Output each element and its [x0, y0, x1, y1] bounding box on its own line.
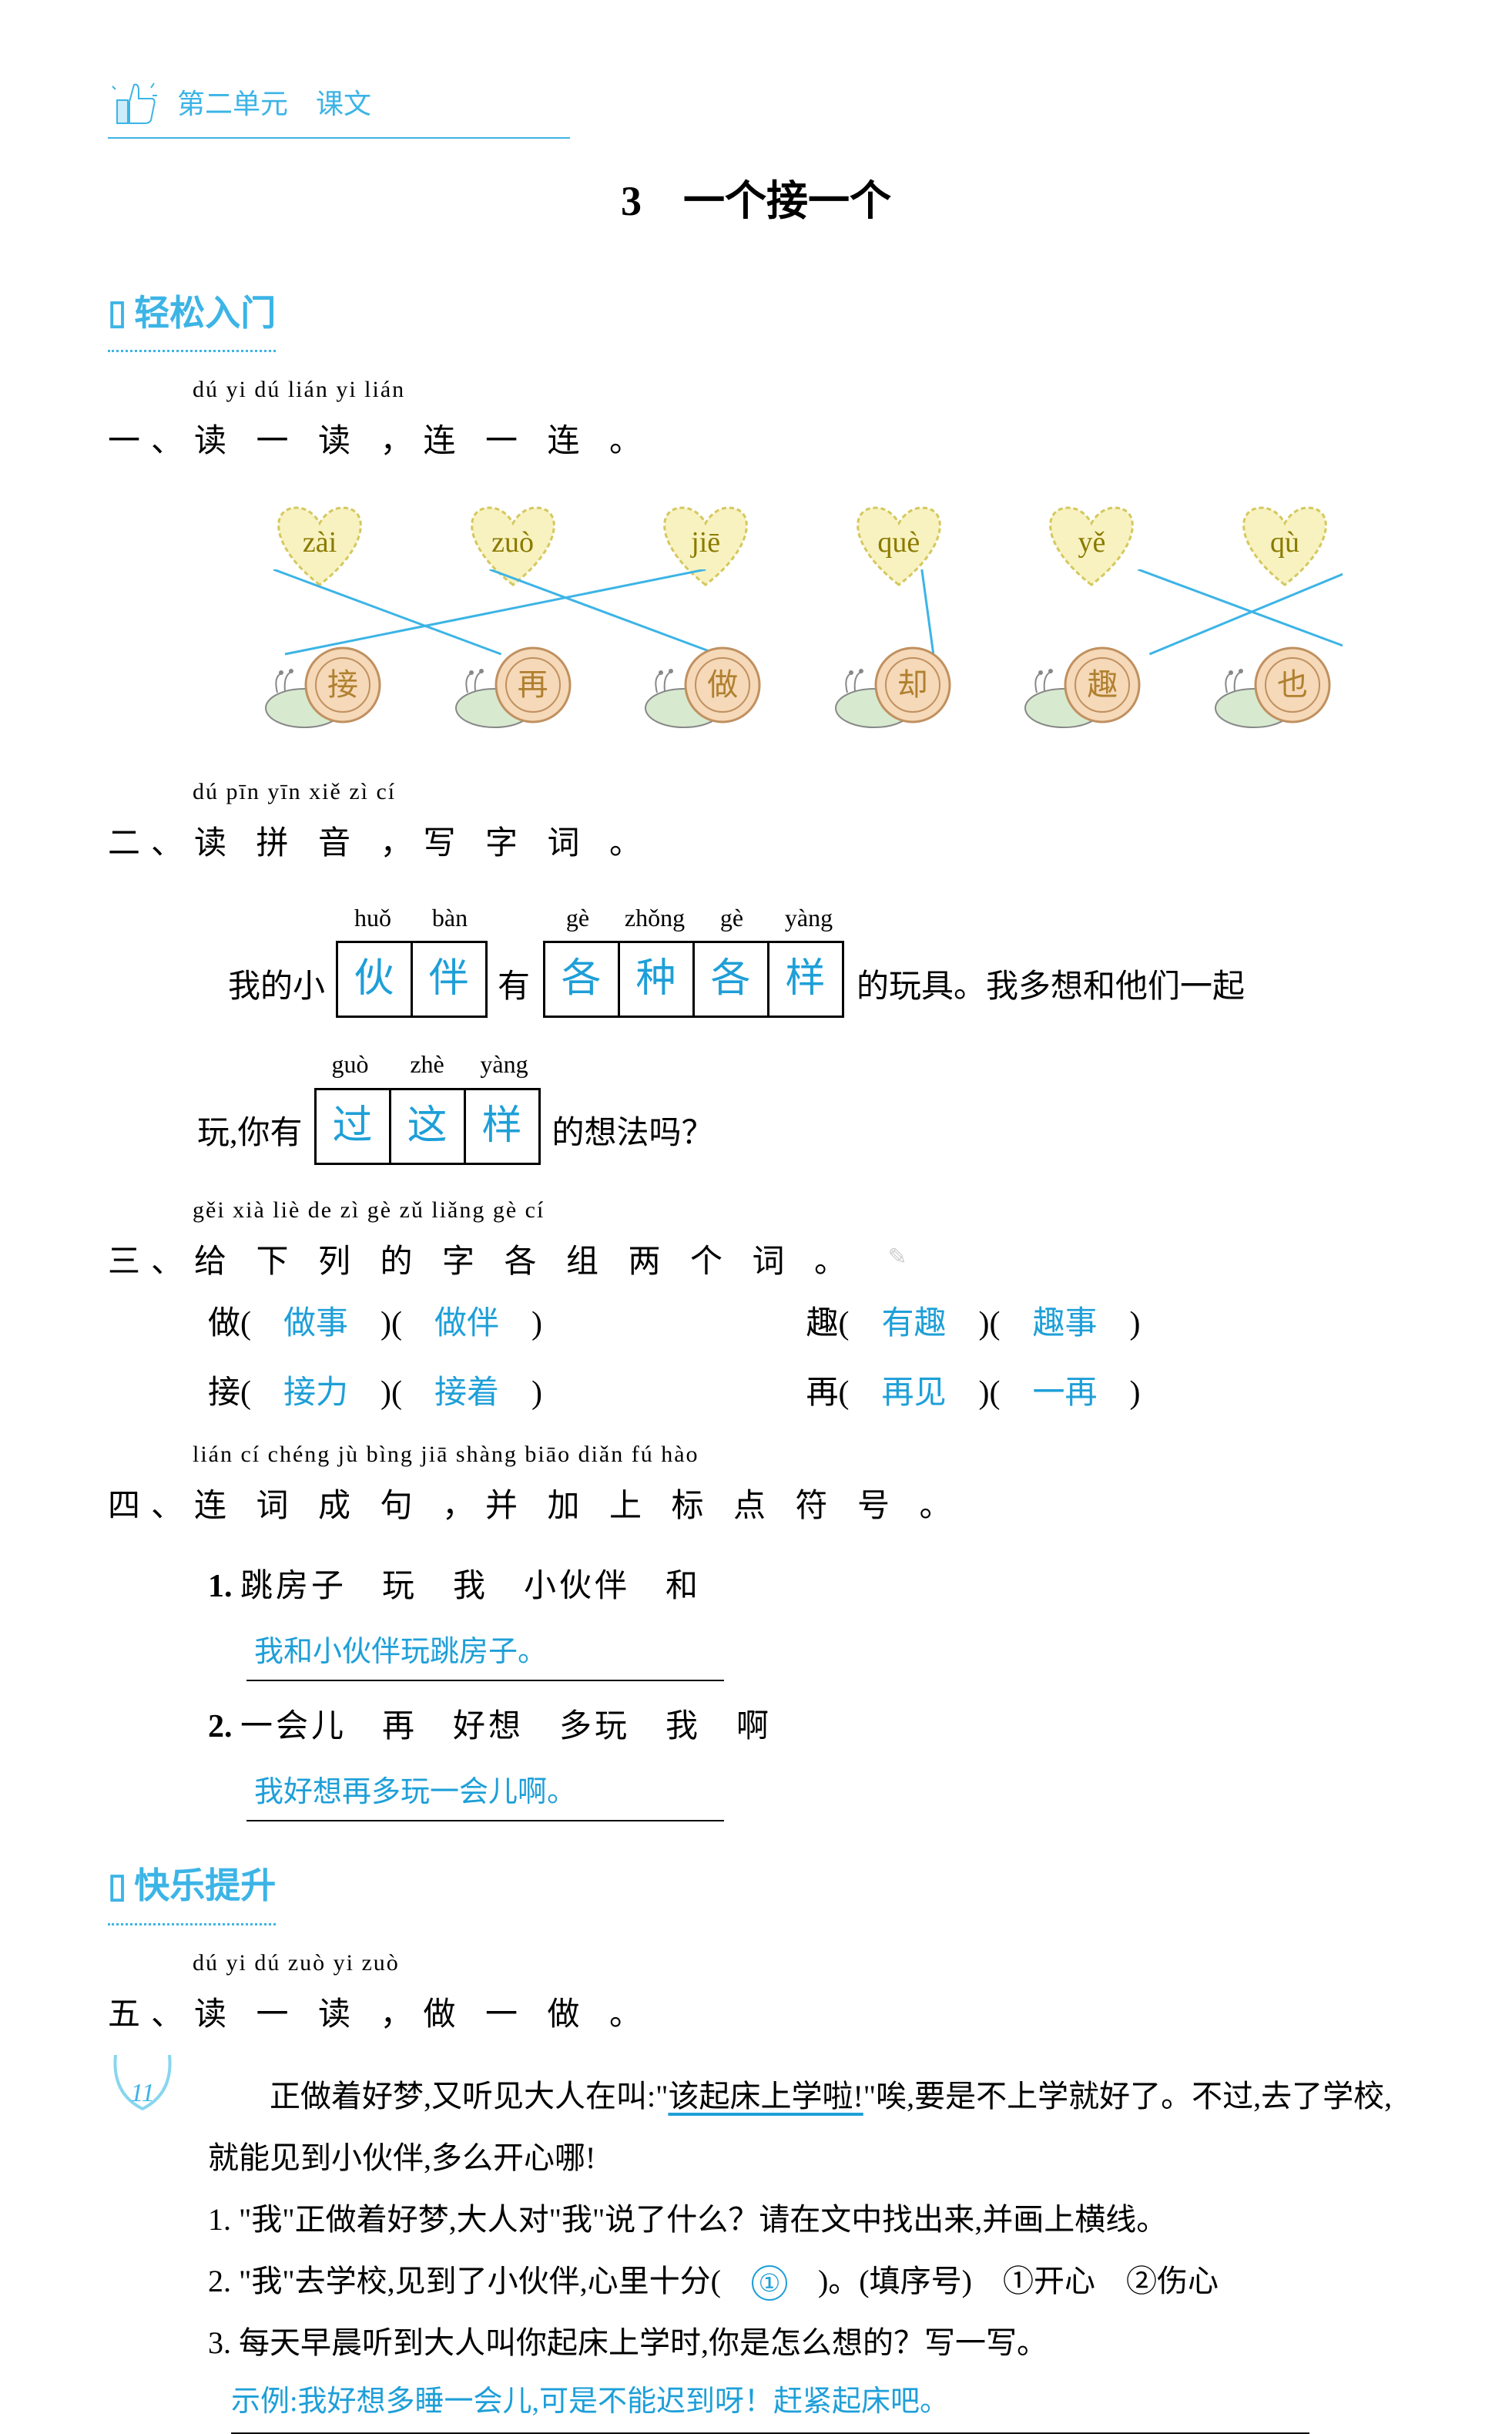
char-box: 伙: [336, 941, 413, 1018]
ex3-row: 接( 接力 )( 接着 ) 再( 再见 )( 一再 ): [208, 1363, 1404, 1425]
char-box: 各: [543, 941, 620, 1018]
underlined-answer: 该起床上学啦!: [668, 2079, 863, 2113]
stamp-icon: ✎: [888, 1244, 907, 1270]
snail-item: 趣: [1021, 639, 1152, 731]
ex1-pinyin: dú yi dú lián yi lián: [193, 368, 1404, 411]
ex4-heading: 四、连 词 成 句 ，并 加 上 标 点 符 号 。: [108, 1476, 1404, 1538]
lesson-title: 3 一个接一个: [108, 162, 1404, 241]
ex5-passage: 正做着好梦,又听见大人在叫:"该起床上学啦!"唉,要是不上学就好了。不过,去了学…: [208, 2066, 1404, 2189]
char-box: 样: [767, 941, 844, 1018]
ex5-q1: 1. "我"正做着好梦,大人对"我"说了什么？请在文中找出来,并画上横线。: [208, 2189, 1404, 2251]
unit-label: 第二单元 课文: [177, 78, 371, 130]
section-adv-label: ▯ 快乐提升: [108, 1852, 276, 1925]
page-number: 11: [108, 2069, 177, 2119]
pinyin-cell: yàng: [466, 1041, 543, 1088]
pinyin-cell: guò: [312, 1041, 389, 1088]
ex5-heading: 五、读 一 读 ，做 一 做 。: [108, 1985, 1404, 2046]
ex2-group2: gèzhǒnggèyàng 各种各样: [539, 895, 847, 1019]
circled-answer: ①: [752, 2265, 787, 2301]
snails-row: 接 再 做 却 趣 也: [262, 639, 1343, 731]
char-box: 种: [618, 941, 695, 1018]
ex4-question: 1. 跳房子 玩 我 小伙伴 和: [208, 1556, 1404, 1618]
ex2-text: 的想法吗？: [548, 1103, 719, 1165]
ex5-q3: 3. 每天早晨听到大人叫你起床上学时,你是怎么想的？写一写。: [208, 2312, 1404, 2374]
snail-item: 却: [832, 639, 963, 731]
snail-item: 接: [262, 639, 393, 731]
char-box: 各: [692, 941, 769, 1018]
page-number-badge: 11: [108, 2055, 177, 2135]
char-box: 样: [464, 1088, 541, 1165]
pinyin-cell: gè: [539, 895, 616, 942]
ex2-group1: huǒbàn 伙伴: [334, 895, 488, 1019]
ex2-text: 有: [493, 957, 535, 1019]
ex3-heading: 三、给 下 列 的 字 各 组 两 个 词 。: [108, 1244, 857, 1280]
book-icon: ▯: [108, 280, 126, 345]
char-box: 过: [314, 1088, 391, 1165]
pinyin-cell: gè: [693, 895, 770, 942]
section-intro-label: ▯ 轻松入门: [108, 280, 276, 352]
section-adv-text: 快乐提升: [134, 1852, 276, 1919]
char-box: 伴: [411, 941, 488, 1018]
pinyin-cell: huǒ: [334, 895, 411, 942]
snail-item: 再: [452, 639, 583, 731]
ex4-pinyin: lián cí chéng jù bìng jiā shàng biāo diǎ…: [193, 1432, 1404, 1476]
ex2-heading: 二、读 拼 音 ，写 字 词 。: [108, 814, 1404, 875]
pinyin-cell: bàn: [411, 895, 488, 942]
ex2-text: 我的小: [223, 957, 330, 1019]
pinyin-cell: zhǒng: [616, 895, 693, 942]
ex2-text: 玩,你有: [193, 1103, 307, 1165]
ex2-group3: guòzhèyàng 过这样: [312, 1041, 543, 1165]
pinyin-cell: yàng: [770, 895, 847, 942]
char-box: 这: [389, 1088, 466, 1165]
ex5-q3-answer: 示例:我好想多睡一会儿,可是不能迟到呀！赶紧起床吧。: [108, 2374, 1404, 2434]
section-intro-text: 轻松入门: [134, 280, 276, 347]
snail-item: 做: [642, 639, 773, 731]
ex4-answer: 我和小伙伴玩跳房子。: [246, 1624, 1404, 1681]
pinyin-cell: zhè: [389, 1041, 466, 1088]
page-header: 第二单元 课文: [108, 77, 570, 139]
ex5-pinyin: dú yi dú zuò yi zuò: [193, 1941, 1404, 1985]
ex3-pinyin: gěi xià liè de zì gè zǔ liǎng gè cí: [193, 1188, 1404, 1232]
thumbs-up-icon: [108, 77, 162, 131]
ex4-question: 2. 一会儿 再 好想 多玩 我 啊: [208, 1697, 1404, 1758]
ex4-answer: 我好想再多玩一会儿啊。: [246, 1764, 1404, 1821]
ex1-diagram: zàizuòjiēquèyěqù 接 再 做 却 趣 也: [108, 492, 1404, 739]
book-icon: ▯: [108, 1854, 126, 1919]
ex2-text: 的玩具。我多想和他们一起: [852, 957, 1249, 1019]
ex2-line1: 我的小 huǒbàn 伙伴 有 gèzhǒnggèyàng 各种各样 的玩具。我…: [223, 895, 1404, 1019]
ex2-pinyin: dú pīn yīn xiě zì cí: [193, 770, 1404, 814]
ex3-row: 做( 做事 )( 做伴 ) 趣( 有趣 )( 趣事 ): [208, 1294, 1404, 1355]
ex2-line2: 玩,你有 guòzhèyàng 过这样 的想法吗？: [193, 1041, 1404, 1165]
snail-item: 也: [1212, 639, 1343, 731]
ex1-heading: 一、读 一 读 ，连 一 连 。: [108, 411, 1404, 473]
ex5-q2: 2. "我"去学校,见到了小伙伴,心里十分( ① )。(填序号) ①开心 ②伤心: [208, 2251, 1404, 2312]
